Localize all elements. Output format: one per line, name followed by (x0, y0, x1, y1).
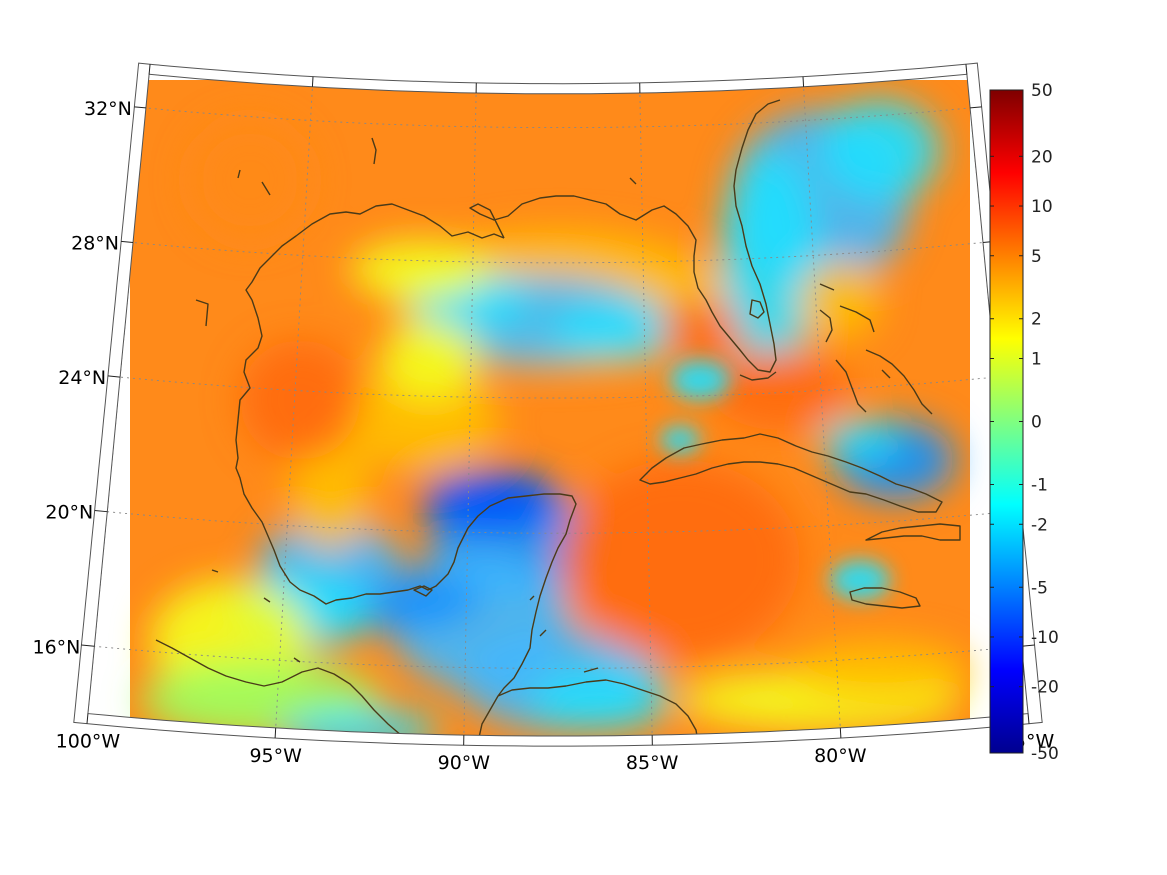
field-patch (800, 260, 880, 340)
parallel (87, 642, 1029, 669)
latitude-labels: 32°N 28°N 24°N 20°N 16°N (32, 98, 131, 658)
parallel (87, 373, 1029, 399)
coastlines (155, 99, 961, 737)
field-patch (710, 350, 850, 430)
field-patch (420, 470, 560, 530)
coast-yucatan-islands (211, 569, 599, 673)
field-patch (280, 710, 440, 737)
lon-label: 100°W (56, 731, 121, 753)
lat-tick (107, 375, 121, 378)
colorbar-label: -20 (1031, 678, 1059, 698)
colorbar-label: 50 (1031, 81, 1053, 101)
field-patch (790, 640, 970, 700)
colorbar-label: -50 (1031, 744, 1059, 764)
colorbar-label: -10 (1031, 628, 1059, 648)
lon-tick (1027, 713, 1030, 724)
colorbar-label: 0 (1031, 413, 1042, 433)
field-patch (240, 340, 360, 460)
longitude-labels: 100°W95°W 90°W 85°W 80°W75°W (56, 731, 1055, 775)
field-patch (350, 240, 490, 300)
field-patch (720, 150, 820, 370)
field-patch (290, 430, 370, 550)
field-patch (820, 420, 900, 460)
coast-central-america (155, 639, 699, 737)
lat-label: 16°N (32, 636, 80, 658)
lat-label: 28°N (71, 233, 119, 255)
field-patch (820, 100, 940, 200)
lat-tick (970, 106, 982, 109)
colorbar-ramp (989, 89, 1024, 754)
lon-tick (802, 76, 805, 87)
field-patch (190, 120, 310, 240)
lat-label: 20°N (45, 502, 93, 524)
field-patch (550, 300, 690, 360)
field-patch (830, 560, 890, 600)
coast-bahamas (819, 283, 933, 415)
colorbar-label: 2 (1031, 310, 1042, 330)
lon-tick (86, 713, 89, 724)
parallel (87, 507, 1029, 534)
lon-tick (148, 64, 151, 75)
lat-label: 24°N (58, 367, 106, 389)
lon-label: 85°W (626, 752, 679, 774)
colorbar-label: 1 (1031, 350, 1042, 370)
lon-label: 95°W (249, 745, 302, 767)
lon-tick (965, 64, 968, 75)
field-patch (530, 670, 670, 730)
colorbar-label: -5 (1031, 578, 1048, 598)
coast-mexico-us-gulf (195, 169, 577, 697)
coast-northern-gulf (371, 99, 781, 381)
lat-tick (121, 240, 134, 244)
lat-tick (1021, 644, 1035, 647)
field-patch (670, 360, 730, 400)
colorbar-label: -1 (1031, 475, 1048, 495)
coast-florida-lake (749, 299, 765, 319)
lat-tick (134, 106, 146, 109)
coast-jamaica (849, 587, 921, 609)
coast-cuba (639, 433, 943, 513)
field-patch (560, 460, 800, 660)
lat-tick (94, 509, 108, 513)
meridian (801, 74, 843, 737)
colorbar-label: 20 (1031, 147, 1053, 167)
lon-tick (274, 727, 277, 739)
meridian (273, 74, 315, 737)
field-patch (660, 300, 740, 360)
coast-hispaniola (865, 523, 961, 541)
lon-label: 80°W (814, 745, 867, 767)
meridian (462, 74, 478, 737)
lat-tick (81, 644, 95, 647)
meridian (638, 74, 654, 737)
colorbar-label: 5 (1031, 247, 1042, 267)
field-patch (380, 320, 480, 400)
parallel (112, 104, 1004, 129)
data-field (130, 80, 970, 737)
colorbar-label: 10 (1031, 197, 1053, 217)
lon-tick (839, 727, 842, 739)
lat-label: 32°N (84, 98, 132, 120)
colorbar-label: -2 (1031, 515, 1048, 535)
lon-tick (311, 76, 314, 87)
lon-label: 90°W (438, 752, 491, 774)
